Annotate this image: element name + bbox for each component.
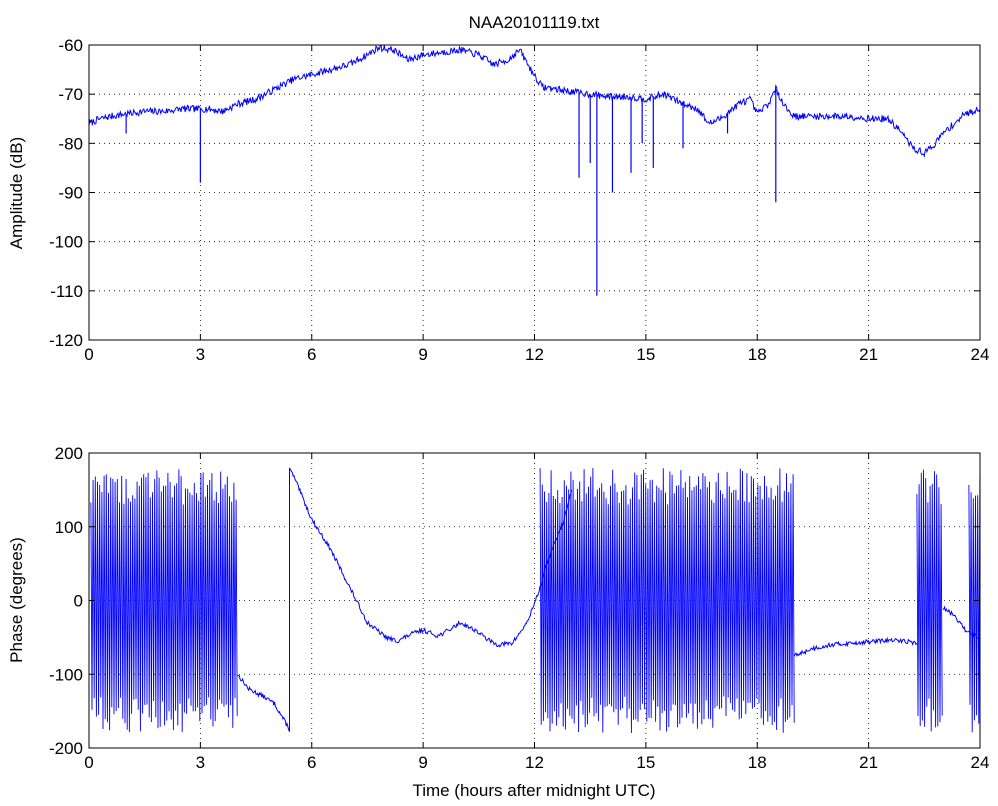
x-tick-label: 21 [859,345,878,364]
phase-y-axis-label: Phase (degrees) [7,537,26,663]
y-tick-label: -100 [49,233,83,252]
y-tick-label: -110 [50,282,83,301]
x-tick-label: 3 [196,753,205,772]
x-tick-label: 24 [971,753,990,772]
y-tick-label: 200 [55,444,83,463]
series-line [88,44,981,158]
y-tick-label: 100 [55,518,83,537]
series-line [793,636,918,657]
x-tick-label: 12 [525,753,544,772]
amplitude-axes: 0 3 6 9 12 15 18 21 24 -120 -110 -100 -90 -80 -70 -60 A… [7,36,989,364]
amplitude-y-axis-label: Amplitude (dB) [7,137,26,249]
phase-grid [89,453,980,748]
x-tick-label: 9 [418,345,427,364]
y-tick-label: -80 [58,134,83,153]
wrapping-segment [90,469,238,733]
x-tick-label: 0 [84,345,93,364]
wrapping-segment [968,476,981,733]
wrapping-segment [916,469,943,732]
x-tick-label: 15 [636,753,655,772]
phase-axes: 0 3 6 9 12 15 18 21 24 -200 -100 0 100 200 Phase (deg… [7,444,989,800]
x-tick-label: 15 [636,345,655,364]
y-tick-label: -120 [49,331,83,350]
x-tick-label: 18 [748,345,767,364]
x-tick-label: 3 [196,345,205,364]
amplitude-grid [89,45,980,340]
y-tick-label: -90 [58,184,83,203]
series-line [237,467,573,733]
y-tick-label: -60 [58,36,83,55]
amplitude-ticks: 0 3 6 9 12 15 18 21 24 -120 -110 -100 -90 -80 -70 -60 [49,36,989,364]
phase-plot-lines [90,467,981,734]
x-tick-label: 18 [748,753,767,772]
x-tick-label: 0 [84,753,93,772]
x-tick-label: 24 [971,345,990,364]
x-tick-label: 6 [307,753,316,772]
phase-ticks: 0 3 6 9 12 15 18 21 24 -200 -100 0 100 200 [49,444,989,772]
x-tick-label: 6 [307,345,316,364]
x-tick-label: 21 [859,753,878,772]
y-tick-label: -70 [58,85,83,104]
wrapping-segment [539,467,795,734]
x-axis-label: Time (hours after midnight UTC) [412,781,655,800]
x-tick-label: 12 [525,345,544,364]
amplitude-plot-lines [88,44,981,296]
chart-title: NAA20101119.txt [469,13,600,32]
y-tick-label: -200 [49,739,83,758]
y-tick-label: 0 [74,592,83,611]
x-tick-label: 9 [418,753,427,772]
y-tick-label: -100 [49,665,83,684]
